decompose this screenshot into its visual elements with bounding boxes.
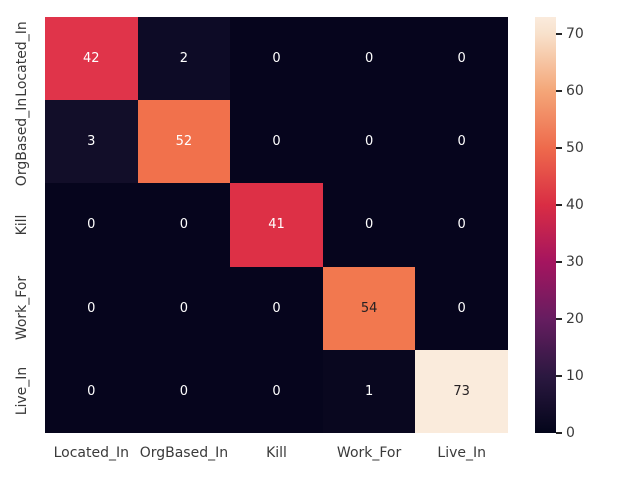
cell-value: 0 (87, 300, 96, 316)
heatmap-cell: 0 (415, 183, 508, 267)
cell-value: 0 (364, 217, 374, 233)
cell-value: 0 (457, 134, 466, 150)
heatmap-cell: 0 (45, 266, 138, 350)
colorbar-tick-mark (556, 204, 562, 207)
colorbar-tick-mark (556, 261, 562, 264)
x-tick-label: Located_In (53, 445, 129, 461)
colorbar-tick-mark (556, 147, 562, 150)
heatmap-cell: 0 (137, 266, 231, 350)
heatmap-cell: 0 (230, 100, 323, 184)
x-tick-label: Live_In (437, 445, 486, 461)
cell-value: 42 (83, 51, 100, 67)
cell-value: 0 (179, 383, 189, 399)
heatmap-cell: 0 (322, 100, 416, 184)
heatmap-cell: 42 (45, 17, 138, 101)
colorbar-tick-label: 40 (566, 197, 584, 214)
cell-value: 2 (179, 51, 189, 67)
heatmap-cell: 3 (45, 100, 138, 184)
heatmap-cell: 54 (322, 266, 416, 350)
colorbar-tick-mark (556, 90, 562, 93)
x-tick-label: OrgBased_In (139, 445, 229, 461)
cell-value: 0 (87, 217, 96, 233)
colorbar-tick-label: 10 (566, 368, 584, 384)
heatmap-cell: 0 (322, 183, 416, 267)
colorbar-tick-label: 30 (566, 254, 584, 271)
colorbar-tick-label: 0 (566, 425, 575, 441)
colorbar-tick-mark (556, 375, 562, 377)
cell-value: 0 (272, 300, 281, 316)
cell-value: 0 (457, 300, 466, 316)
heatmap-cell: 0 (230, 17, 323, 101)
colorbar-tick-label: 60 (566, 83, 584, 100)
heatmap-cell: 52 (137, 100, 231, 184)
heatmap-cell: 0 (45, 183, 138, 267)
y-tick-label: Live_In (14, 367, 30, 416)
heatmap-cell: 0 (415, 266, 508, 350)
heatmap-cell: 0 (230, 266, 323, 350)
cell-value: 0 (179, 217, 189, 233)
heatmap-cell: 0 (45, 349, 138, 433)
colorbar-tick-label: 50 (566, 140, 584, 157)
cell-value: 0 (457, 51, 466, 67)
cell-value: 0 (272, 134, 281, 150)
colorbar-tick-mark (556, 33, 562, 36)
cell-value: 1 (364, 383, 374, 399)
heatmap-cell: 73 (415, 349, 508, 433)
cell-value: 3 (87, 134, 96, 150)
heatmap-cell: 0 (415, 17, 508, 101)
cell-value: 0 (364, 51, 374, 67)
cell-value: 0 (457, 217, 466, 233)
cell-value: 0 (364, 134, 374, 150)
cell-value: 0 (179, 300, 189, 316)
cell-value: 0 (87, 383, 96, 399)
cell-value: 54 (360, 300, 378, 316)
cell-value: 41 (268, 217, 285, 233)
cell-value: 0 (272, 383, 281, 399)
heatmap-cell: 0 (322, 17, 416, 101)
cell-value: 0 (272, 51, 281, 67)
heatmap-cell: 0 (137, 183, 231, 267)
x-tick-label: Kill (266, 445, 287, 461)
heatmap-cell: 2 (137, 17, 231, 101)
heatmap-cell: 0 (415, 100, 508, 184)
x-tick-label: Work_For (336, 445, 402, 461)
cell-value: 73 (453, 383, 470, 399)
heatmap-cell: 41 (230, 183, 323, 267)
heatmap-cell: 0 (230, 349, 323, 433)
y-tick-label: Kill (14, 214, 30, 236)
heatmap-cell: 1 (322, 349, 416, 433)
y-tick-label: Work_For (14, 276, 30, 341)
colorbar-tick-label: 70 (566, 26, 584, 43)
heatmap-grid: 42 2 0 0 0 3 52 0 0 0 0 0 41 0 0 0 0 0 54 0 0 0 0 1 73 (45, 17, 508, 433)
colorbar (535, 17, 556, 433)
colorbar-tick-mark (556, 432, 562, 434)
y-tick-label: OrgBased_In (14, 97, 30, 186)
colorbar-tick-label: 20 (566, 311, 584, 328)
colorbar-tick-mark (556, 318, 562, 321)
cell-value: 52 (175, 134, 193, 150)
y-tick-label: Located_In (14, 20, 30, 97)
heatmap-cell: 0 (137, 349, 231, 433)
